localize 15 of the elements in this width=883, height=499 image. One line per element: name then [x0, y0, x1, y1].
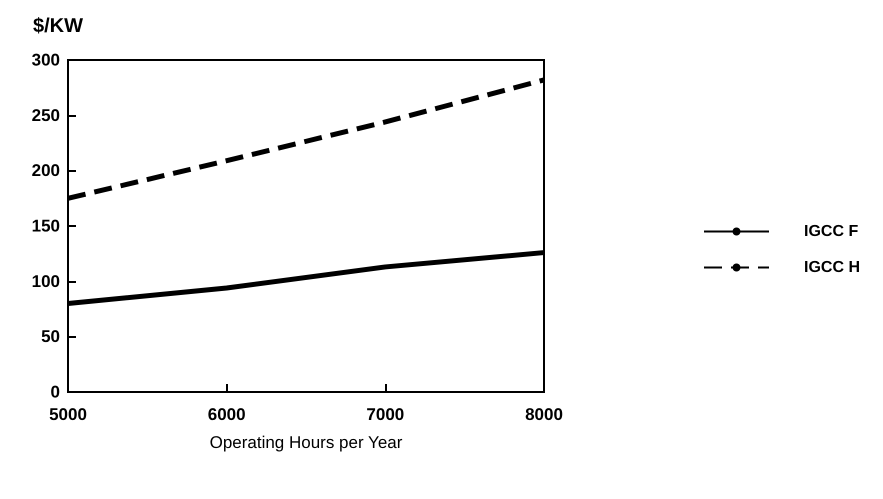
x-tick-label: 6000: [208, 405, 246, 424]
legend-label: IGCC H: [804, 259, 860, 276]
x-axis-title: Operating Hours per Year: [210, 433, 403, 452]
y-tick-label: 200: [32, 161, 60, 180]
y-tick-label: 50: [41, 327, 60, 346]
y-tick-label: 100: [32, 272, 60, 291]
y-tick-label: 150: [32, 216, 60, 236]
y-tick-label: 250: [32, 106, 60, 125]
x-tick-label: 8000: [525, 405, 563, 424]
y-tick-label: 0: [50, 382, 60, 402]
y-tick-label: 300: [32, 50, 60, 70]
x-tick-label: 5000: [49, 405, 87, 424]
y-axis-title: $/KW: [33, 15, 84, 37]
legend-label: IGCC F: [804, 223, 858, 240]
x-tick-label: 7000: [366, 405, 404, 424]
